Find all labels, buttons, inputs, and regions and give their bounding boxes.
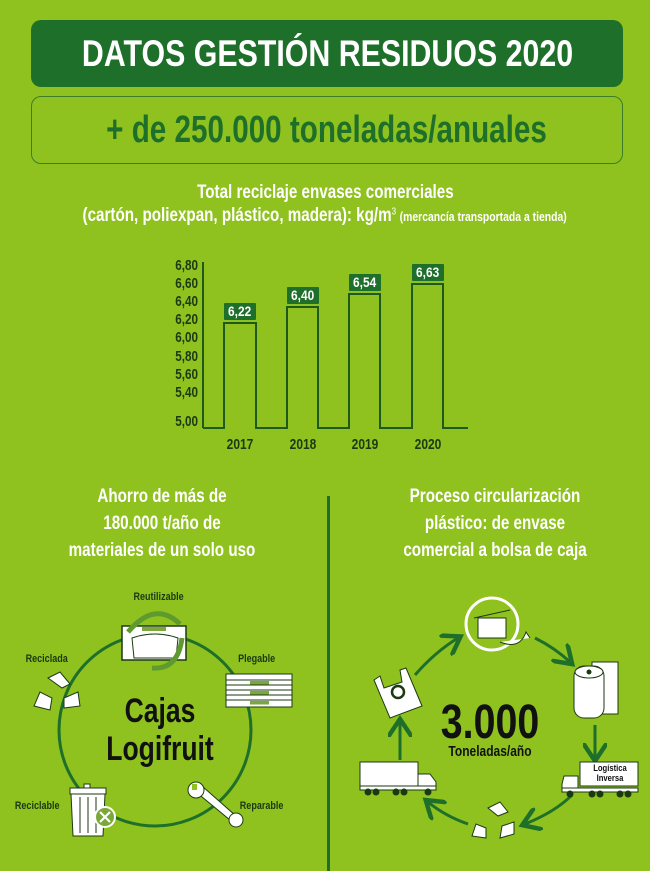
heading-line: materiales de un solo uso bbox=[68, 540, 256, 561]
bar-value-label: 6,40 bbox=[287, 287, 319, 304]
recycle-icon bbox=[471, 801, 515, 839]
reverse-logistics-truck-icon bbox=[561, 761, 639, 798]
y-tick: 5,60 bbox=[175, 366, 198, 383]
chart-title-superscript: 3 bbox=[392, 206, 397, 218]
y-tick: 5,00 bbox=[175, 413, 198, 430]
x-tick: 2017 bbox=[226, 436, 254, 453]
logifruit-cycle-circle bbox=[33, 611, 293, 837]
folding-crates-icon bbox=[225, 673, 293, 708]
y-tick: 5,80 bbox=[175, 348, 198, 365]
heading-line: 180.000 t/año de bbox=[103, 513, 221, 534]
recycle-icon bbox=[33, 671, 81, 711]
x-tick: 2020 bbox=[414, 436, 442, 453]
left-section-heading: Ahorro de más de 180.000 t/año de materi… bbox=[12, 483, 312, 564]
recycled-bag-icon bbox=[373, 667, 423, 719]
y-tick: 6,20 bbox=[175, 311, 198, 328]
reusable-box-icon bbox=[121, 611, 187, 671]
center-unit: Toneladas/año bbox=[448, 743, 532, 760]
heading-line: plástico: de envase bbox=[424, 513, 566, 534]
label-reutilizable: Reutilizable bbox=[133, 591, 184, 603]
heading-line: Ahorro de más de bbox=[97, 486, 227, 507]
chart-title-line1: Total reciclaje envases comerciales bbox=[196, 182, 454, 203]
wrench-icon bbox=[187, 781, 244, 828]
page-title: DATOS GESTIÓN RESIDUOS 2020 bbox=[81, 32, 573, 74]
y-tick: 5,40 bbox=[175, 384, 198, 401]
y-tick: 6,60 bbox=[175, 275, 198, 292]
heading-line: comercial a bolsa de caja bbox=[403, 540, 587, 561]
circular-process-diagram: 3.000 Toneladas/año Logística Inversa bbox=[330, 580, 650, 870]
page-subtitle: + de 250.000 toneladas/anuales bbox=[106, 108, 548, 151]
chart-heading: Total reciclaje envases comerciales (car… bbox=[0, 182, 650, 227]
label-reparable: Reparable bbox=[239, 800, 284, 812]
bar-value-label: 6,22 bbox=[224, 303, 256, 320]
y-tick: 6,80 bbox=[175, 257, 198, 274]
section-divider bbox=[327, 496, 330, 871]
heading-line: Proceso circularización bbox=[409, 486, 581, 507]
process-cycle-arrows bbox=[359, 596, 639, 839]
bar-chart: 6,80 6,60 6,40 6,20 6,00 5,80 5,60 5,40 … bbox=[150, 250, 470, 460]
truck-label: Logística Inversa bbox=[593, 763, 627, 783]
packaging-basket-icon bbox=[464, 596, 531, 652]
right-section-heading: Proceso circularización plástico: de env… bbox=[345, 483, 645, 564]
x-tick: 2019 bbox=[351, 436, 379, 453]
subtitle-banner: + de 250.000 toneladas/anuales bbox=[31, 96, 623, 164]
y-tick: 6,00 bbox=[175, 329, 198, 346]
center-number: 3.000 bbox=[440, 696, 540, 749]
label-plegable: Plegable bbox=[238, 653, 276, 665]
plastic-roll-icon bbox=[573, 661, 619, 719]
bar-value-label: 6,63 bbox=[412, 264, 444, 281]
delivery-truck-icon bbox=[359, 761, 437, 796]
y-tick: 6,40 bbox=[175, 293, 198, 310]
center-title: Cajas Logifruit bbox=[106, 692, 214, 768]
trash-bin-icon bbox=[69, 783, 116, 837]
label-reciclada: Reciclada bbox=[25, 653, 68, 665]
title-banner: DATOS GESTIÓN RESIDUOS 2020 bbox=[31, 20, 623, 87]
label-reciclable: Reciclable bbox=[14, 800, 60, 812]
bar-value-label: 6,54 bbox=[349, 274, 381, 291]
chart-axes bbox=[202, 262, 468, 429]
chart-title-note: (mercancía transportada a tienda) bbox=[400, 209, 568, 224]
chart-title-line2: (cartón, poliexpan, plástico, madera): k… bbox=[82, 205, 393, 226]
x-tick: 2018 bbox=[289, 436, 317, 453]
logifruit-diagram: Reutilizable Plegable Reparable Reciclab… bbox=[0, 580, 320, 870]
